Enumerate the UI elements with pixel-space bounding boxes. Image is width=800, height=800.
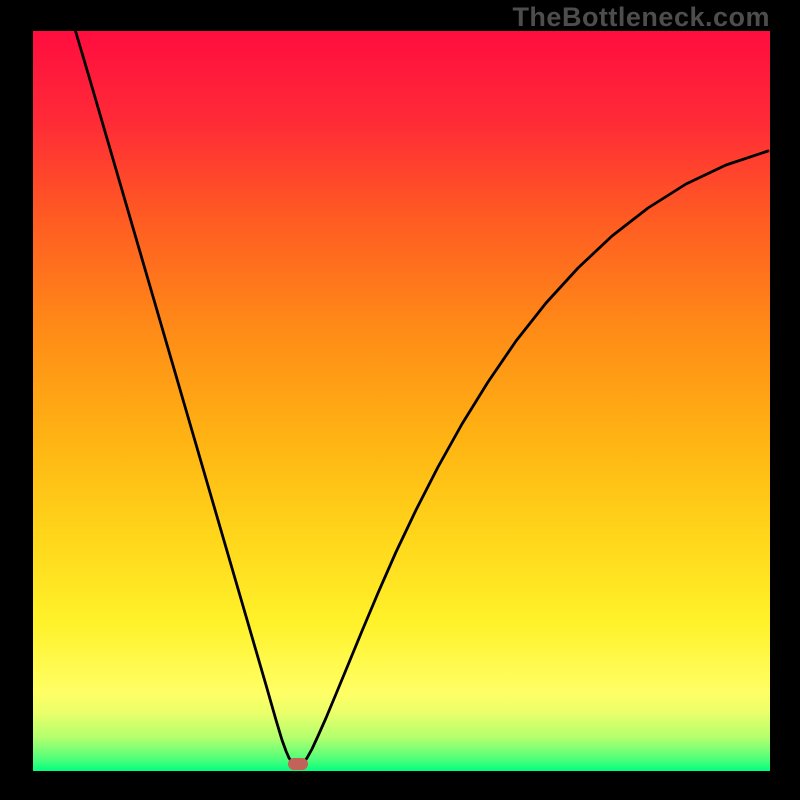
chart-canvas: TheBottleneck.com [0,0,800,800]
watermark-text: TheBottleneck.com [512,2,770,33]
minimum-marker [288,758,308,770]
plot-area [33,31,770,771]
